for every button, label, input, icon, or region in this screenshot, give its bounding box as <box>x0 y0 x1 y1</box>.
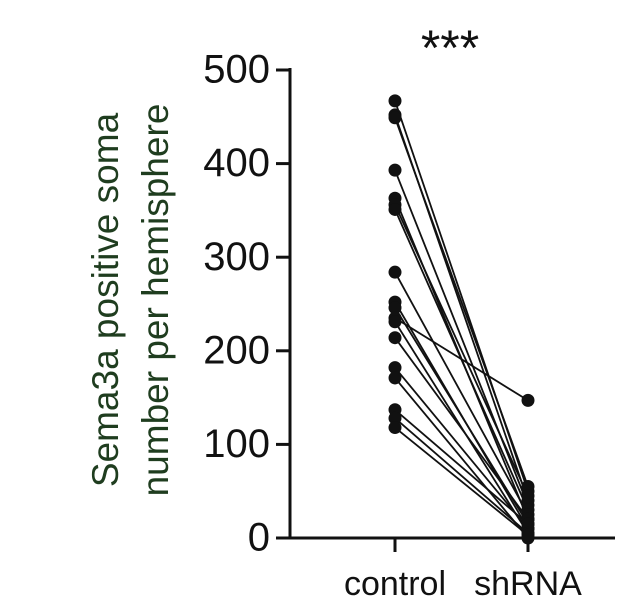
pair-line <box>394 417 529 535</box>
y-tick-label: 300 <box>203 235 270 279</box>
point <box>388 301 402 315</box>
pair-line <box>394 317 529 402</box>
point <box>521 528 535 542</box>
pair-line <box>394 426 529 536</box>
point <box>521 480 535 494</box>
point <box>388 411 402 425</box>
point <box>388 371 402 385</box>
y-tick-label: 0 <box>248 516 270 560</box>
point <box>388 265 402 279</box>
pair-line <box>394 377 529 539</box>
y-label: number per hemisphere <box>135 104 176 497</box>
point <box>388 202 402 216</box>
pair-line <box>394 367 529 530</box>
point <box>388 163 402 177</box>
y-tick-label: 500 <box>203 48 270 92</box>
y-label-line: Sema3a positive soma <box>85 112 126 487</box>
point <box>388 361 402 375</box>
point <box>521 393 535 407</box>
pair-line <box>394 409 529 525</box>
point <box>388 315 402 329</box>
y-tick-label: 200 <box>203 328 270 372</box>
y-tick-label: 400 <box>203 141 270 185</box>
point <box>388 111 402 125</box>
pair-line <box>394 204 529 497</box>
y-label-line: number per hemisphere <box>135 104 176 497</box>
chart-title: *** <box>421 20 479 76</box>
point <box>388 421 402 435</box>
point <box>388 94 402 108</box>
x-tick-label: shRNA <box>474 565 582 603</box>
x-tick-label: control <box>344 565 446 603</box>
point <box>388 331 402 345</box>
point <box>521 489 535 503</box>
point <box>521 517 535 531</box>
y-tick-label: 100 <box>203 422 270 466</box>
pair-line <box>394 271 529 516</box>
pair-line <box>394 117 529 487</box>
pair-line <box>394 337 529 520</box>
y-label: Sema3a positive soma <box>85 112 126 487</box>
